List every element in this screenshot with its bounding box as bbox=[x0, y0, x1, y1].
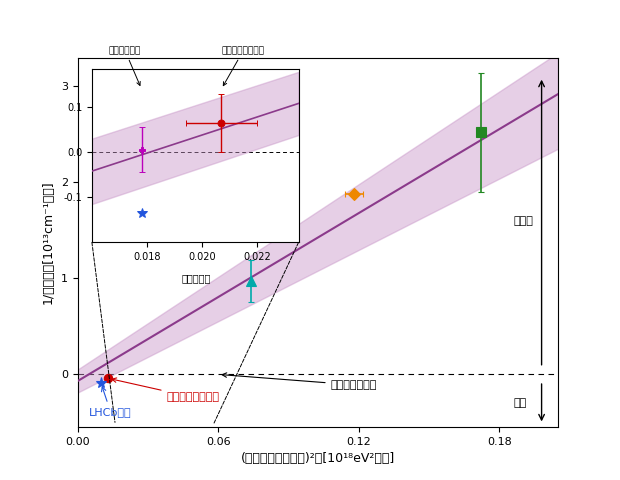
Y-axis label: 1/散乱長　[10¹³cm⁻¹単位]: 1/散乱長 [10¹³cm⁻¹単位] bbox=[42, 180, 55, 304]
Text: 非束縛: 非束縛 bbox=[513, 216, 533, 226]
Text: 束縛: 束縛 bbox=[513, 398, 527, 408]
Text: 「富岳」での結果: 「富岳」での結果 bbox=[112, 378, 219, 402]
Text: ユニタリー極限: ユニタリー極限 bbox=[222, 373, 377, 390]
X-axis label: (パイ中間子の質量)²　[10¹⁸eV²単位]: (パイ中間子の質量)² [10¹⁸eV²単位] bbox=[241, 453, 395, 466]
Text: LHCb実験: LHCb実験 bbox=[89, 387, 132, 417]
